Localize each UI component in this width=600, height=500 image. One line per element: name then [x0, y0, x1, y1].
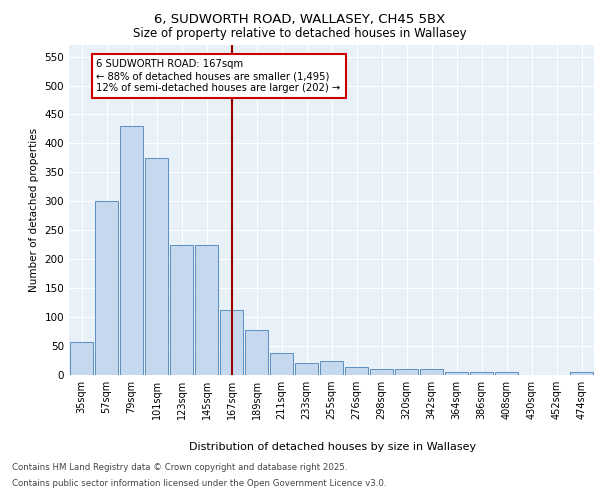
Bar — [170, 244, 193, 375]
Bar — [145, 158, 168, 375]
Text: Size of property relative to detached houses in Wallasey: Size of property relative to detached ho… — [133, 28, 467, 40]
Bar — [320, 360, 343, 375]
Bar — [220, 310, 243, 375]
Bar — [445, 372, 468, 375]
Bar — [570, 372, 593, 375]
Bar — [370, 369, 393, 375]
Text: Distribution of detached houses by size in Wallasey: Distribution of detached houses by size … — [190, 442, 476, 452]
Bar — [420, 369, 443, 375]
Y-axis label: Number of detached properties: Number of detached properties — [29, 128, 39, 292]
Bar — [70, 342, 93, 375]
Bar — [395, 369, 418, 375]
Bar — [195, 244, 218, 375]
Bar — [495, 372, 518, 375]
Bar — [270, 353, 293, 375]
Text: Contains HM Land Registry data © Crown copyright and database right 2025.: Contains HM Land Registry data © Crown c… — [12, 464, 347, 472]
Text: Contains public sector information licensed under the Open Government Licence v3: Contains public sector information licen… — [12, 478, 386, 488]
Bar — [345, 368, 368, 375]
Bar — [120, 126, 143, 375]
Text: 6 SUDWORTH ROAD: 167sqm
← 88% of detached houses are smaller (1,495)
12% of semi: 6 SUDWORTH ROAD: 167sqm ← 88% of detache… — [97, 60, 341, 92]
Text: 6, SUDWORTH ROAD, WALLASEY, CH45 5BX: 6, SUDWORTH ROAD, WALLASEY, CH45 5BX — [154, 12, 446, 26]
Bar — [470, 372, 493, 375]
Bar — [95, 202, 118, 375]
Bar — [245, 330, 268, 375]
Bar — [295, 364, 318, 375]
